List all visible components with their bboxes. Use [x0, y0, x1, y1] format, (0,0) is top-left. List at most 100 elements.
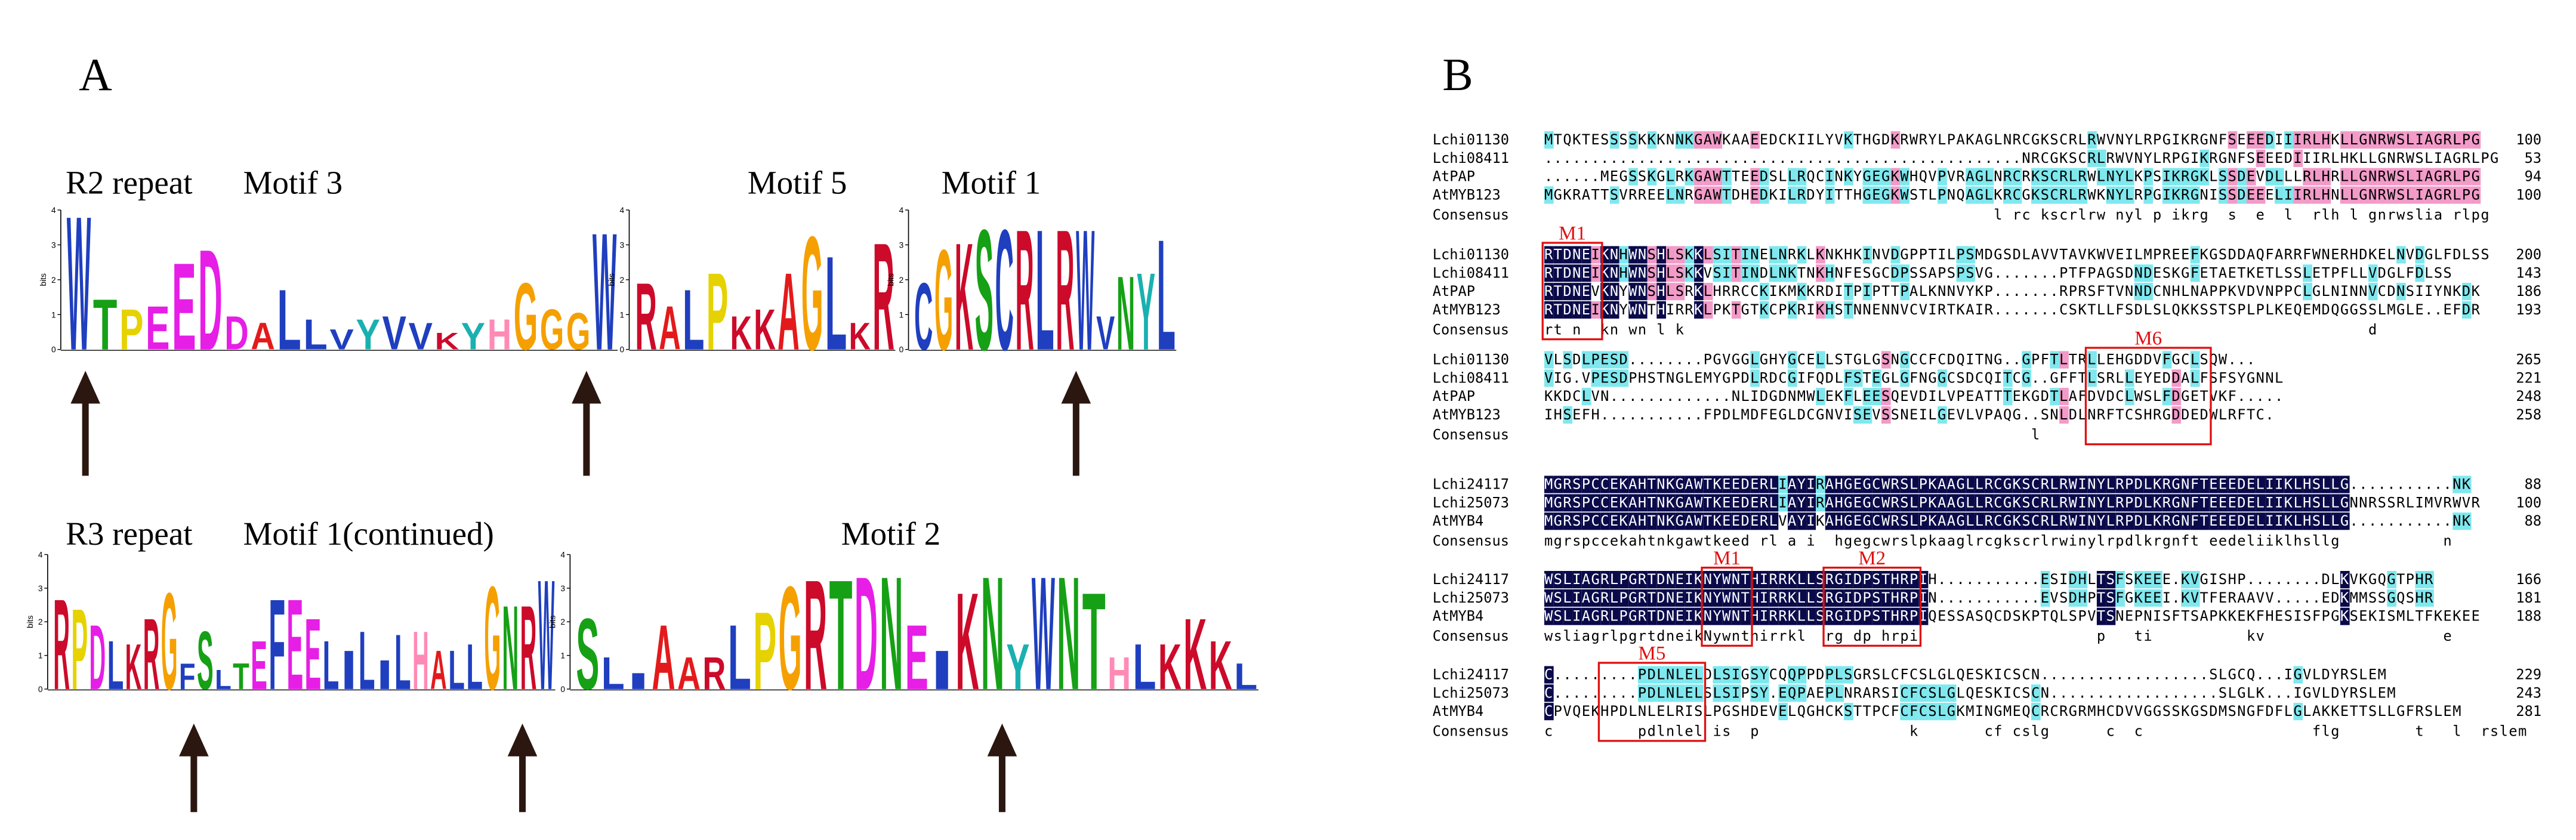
logo-letter: G — [934, 220, 953, 380]
conservation-shade — [2377, 168, 2387, 186]
conservation-shade — [2078, 512, 2088, 530]
conservation-shade — [1778, 589, 1788, 607]
conservation-shade — [2312, 186, 2322, 204]
conservation-shade — [1553, 512, 1563, 530]
conservation-shade — [2087, 494, 2097, 512]
conservation-shade — [1694, 246, 1704, 264]
conservation-shade — [2415, 571, 2425, 589]
conservation-shade — [2190, 369, 2200, 387]
conservation-shade — [1637, 589, 1648, 607]
residue-number: 88 — [2525, 512, 2542, 529]
conservation-shade — [1722, 589, 1732, 607]
axis-label: bits — [607, 273, 616, 286]
conservation-shade — [1722, 512, 1732, 530]
conservation-shade — [1581, 589, 1591, 607]
conservation-shade — [1563, 301, 1573, 319]
conservation-shade — [2003, 494, 2013, 512]
conservation-shade — [2190, 246, 2200, 264]
consensus-sequence: c pdlnlel is p k cf cslg c c flg t l rsl… — [1544, 723, 2526, 740]
motif-box — [1701, 566, 1753, 647]
conservation-shade — [1788, 589, 1797, 607]
logo-letter: L — [359, 614, 375, 707]
conservation-shade — [2293, 666, 2303, 684]
conservation-shade — [1544, 301, 1554, 319]
conservation-shade — [1694, 301, 1704, 319]
conservation-shade — [1637, 246, 1648, 264]
logo-letter: I — [930, 639, 954, 701]
logo-letter: T — [829, 547, 853, 722]
conservation-shade — [2443, 168, 2453, 186]
conservation-shade — [2106, 607, 2116, 625]
conservation-shade — [1900, 512, 1910, 530]
conservation-shade — [2040, 494, 2050, 512]
conservation-shade — [1984, 475, 1994, 493]
conservation-shade — [1966, 168, 1975, 186]
conservation-shade — [2012, 168, 2022, 186]
conservation-shade — [1675, 283, 1685, 301]
conservation-shade — [1862, 512, 1872, 530]
conservation-shade — [2284, 494, 2294, 512]
conservation-shade — [1694, 666, 1704, 684]
conservation-shade — [1591, 475, 1601, 493]
residue-number: 221 — [2516, 369, 2541, 386]
conservation-shade — [1731, 589, 1741, 607]
residue-number: 265 — [2516, 351, 2541, 368]
conservation-shade — [2162, 494, 2172, 512]
sequence-name: Lchi08411 — [1433, 150, 1509, 166]
arrow — [179, 723, 209, 813]
conservation-shade — [1825, 301, 1835, 319]
conservation-shade — [1797, 684, 1807, 702]
conservation-shade — [1609, 369, 1619, 387]
conservation-shade — [2171, 388, 2182, 406]
logo-letter: S — [975, 194, 994, 387]
consensus-label: Consensus — [1433, 426, 1509, 443]
conservation-shade — [1619, 571, 1629, 589]
conservation-shade — [1750, 131, 1760, 149]
logo-letter: V — [409, 315, 433, 358]
y-tick-label: 4 — [51, 206, 56, 215]
conservation-shade — [2162, 168, 2172, 186]
y-tick-label: 2 — [38, 617, 43, 626]
conservation-shade — [1900, 475, 1910, 493]
conservation-shade — [1553, 589, 1563, 607]
conservation-shade — [2171, 475, 2182, 493]
conservation-shade — [1769, 512, 1779, 530]
y-tick-label: 0 — [51, 345, 56, 354]
conservation-shade — [1666, 283, 1676, 301]
conservation-shade — [1581, 388, 1591, 406]
conservation-shade — [1628, 301, 1638, 319]
y-tick-label: 0 — [620, 345, 625, 354]
conservation-shade — [1750, 494, 1760, 512]
conservation-shade — [2368, 186, 2378, 204]
conservation-shade — [1797, 494, 1807, 512]
conservation-shade — [1544, 264, 1554, 282]
logo-letter: K — [955, 212, 973, 382]
conservation-shade — [2096, 475, 2106, 493]
conservation-shade — [2340, 168, 2350, 186]
conservation-shade — [1685, 666, 1695, 684]
conservation-shade — [1890, 475, 1901, 493]
conservation-shade — [2031, 168, 2041, 186]
conservation-shade — [1862, 186, 1872, 204]
residue-number: 100 — [2516, 131, 2541, 148]
conservation-shade — [1581, 494, 1591, 512]
conservation-shade — [1975, 512, 1985, 530]
conservation-shade — [1797, 246, 1807, 264]
conservation-shade — [2134, 589, 2144, 607]
consensus-sequence: mgrspccekahtnkgawtkeed rl a i hgegcwrslp… — [1544, 533, 2452, 549]
conservation-shade — [2415, 246, 2425, 264]
conservation-shade — [1703, 283, 1713, 301]
conservation-shade — [2396, 131, 2406, 149]
conservation-shade — [2218, 475, 2228, 493]
conservation-shade — [1816, 494, 1825, 512]
conservation-shade — [2134, 475, 2144, 493]
conservation-shade — [1675, 131, 1685, 149]
conservation-shade — [1900, 703, 1910, 721]
arrow — [70, 370, 100, 476]
conservation-shade — [2143, 475, 2154, 493]
conservation-shade — [1946, 494, 1957, 512]
conservation-shade — [1619, 475, 1629, 493]
conservation-shade — [1647, 684, 1657, 702]
conservation-shade — [1591, 607, 1601, 625]
motif-box — [1597, 662, 1707, 742]
